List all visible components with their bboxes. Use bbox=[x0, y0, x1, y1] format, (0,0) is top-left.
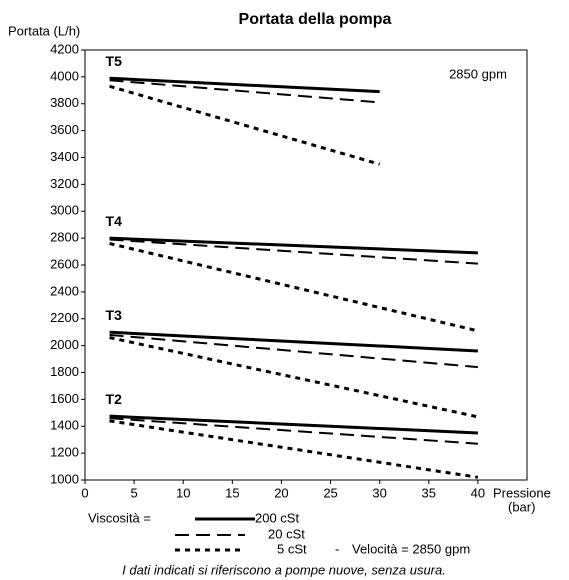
y-tick-label: 3400 bbox=[50, 149, 79, 164]
series-line bbox=[109, 79, 380, 104]
y-tick-label: 3200 bbox=[50, 176, 79, 191]
x-tick-label: 0 bbox=[81, 485, 88, 500]
x-tick-label: 10 bbox=[176, 485, 190, 500]
series-line bbox=[109, 419, 479, 479]
legend-separator: - bbox=[335, 541, 339, 556]
x-tick-label: 15 bbox=[225, 485, 239, 500]
y-tick-label: 1400 bbox=[50, 418, 79, 433]
x-axis-label: (bar) bbox=[508, 499, 535, 514]
y-tick-label: 1000 bbox=[50, 471, 79, 486]
y-tick-label: 3600 bbox=[50, 122, 79, 137]
series-line bbox=[109, 336, 479, 419]
group-label: T5 bbox=[106, 53, 123, 69]
series-line bbox=[109, 76, 380, 94]
series-line bbox=[109, 330, 478, 353]
group-label: T2 bbox=[106, 391, 123, 407]
x-tick-label: 25 bbox=[323, 485, 337, 500]
series-line bbox=[109, 238, 478, 265]
series-line bbox=[109, 84, 381, 166]
x-axis-label: Pressione bbox=[493, 485, 551, 500]
y-axis-label: Portata (L/h) bbox=[8, 23, 80, 38]
y-tick-label: 2800 bbox=[50, 230, 79, 245]
y-tick-label: 2600 bbox=[50, 256, 79, 271]
x-tick-label: 5 bbox=[130, 485, 137, 500]
x-tick-label: 20 bbox=[274, 485, 288, 500]
y-tick-label: 2000 bbox=[50, 337, 79, 352]
x-tick-label: 30 bbox=[372, 485, 386, 500]
annotation-box bbox=[437, 66, 519, 84]
annotation: 2850 gpm bbox=[449, 66, 507, 81]
chart-title: Portata della pompa bbox=[239, 11, 392, 28]
legend-title: Viscosità = bbox=[88, 510, 151, 525]
x-tick-label: 35 bbox=[422, 485, 436, 500]
legend-label: 20 cSt bbox=[268, 526, 305, 541]
y-tick-label: 4000 bbox=[50, 68, 79, 83]
y-tick-label: 2400 bbox=[50, 283, 79, 298]
y-tick-label: 1800 bbox=[50, 364, 79, 379]
legend-label: 200 cSt bbox=[255, 510, 299, 525]
group-label: T4 bbox=[106, 213, 123, 229]
footnote: I dati indicati si riferiscono a pompe n… bbox=[122, 562, 446, 577]
y-tick-label: 3000 bbox=[50, 203, 79, 218]
y-tick-label: 2200 bbox=[50, 310, 79, 325]
y-tick-label: 4200 bbox=[50, 41, 79, 56]
series-line bbox=[109, 236, 478, 255]
series-line bbox=[109, 414, 478, 435]
x-tick-label: 40 bbox=[471, 485, 485, 500]
y-tick-label: 1600 bbox=[50, 391, 79, 406]
legend-note: Velocità = 2850 gpm bbox=[352, 541, 470, 556]
y-tick-label: 1200 bbox=[50, 445, 79, 460]
legend-label: 5 cSt bbox=[277, 541, 307, 556]
series-line bbox=[109, 417, 478, 445]
group-label: T3 bbox=[106, 307, 123, 323]
y-tick-label: 3800 bbox=[50, 95, 79, 110]
series-line bbox=[109, 242, 479, 333]
